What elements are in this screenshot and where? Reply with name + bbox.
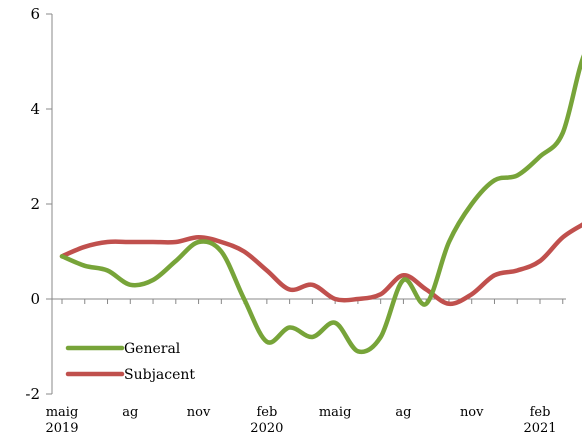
x-tick-label: maig xyxy=(319,405,352,420)
y-tick-label: 6 xyxy=(30,5,40,23)
x-tick-label: ag xyxy=(395,405,411,420)
y-tick-label: 4 xyxy=(30,100,40,118)
x-tick-label: feb xyxy=(530,405,551,420)
x-tick-label: ag xyxy=(122,405,138,420)
chart-legend: General Subjacent xyxy=(65,341,195,383)
y-tick-label: 2 xyxy=(30,195,40,213)
y-tick-label: 0 xyxy=(30,290,40,308)
x-tick-label: feb xyxy=(256,405,277,420)
series-line-general xyxy=(59,54,582,355)
legend-label-general: General xyxy=(124,341,181,357)
x-tick-label: maig xyxy=(46,405,79,420)
x-tick-year-label: 2019 xyxy=(45,421,78,436)
legend-label-subjacent: Subjacent xyxy=(124,367,195,383)
x-tick-year-label: 2021 xyxy=(523,421,556,436)
x-tick-label: nov xyxy=(187,405,211,420)
chart-series xyxy=(59,54,582,355)
y-tick-label: -2 xyxy=(25,385,40,403)
x-tick-label: nov xyxy=(460,405,484,420)
series-line-subjacent xyxy=(59,222,582,307)
x-tick-year-label: 2020 xyxy=(250,421,283,436)
